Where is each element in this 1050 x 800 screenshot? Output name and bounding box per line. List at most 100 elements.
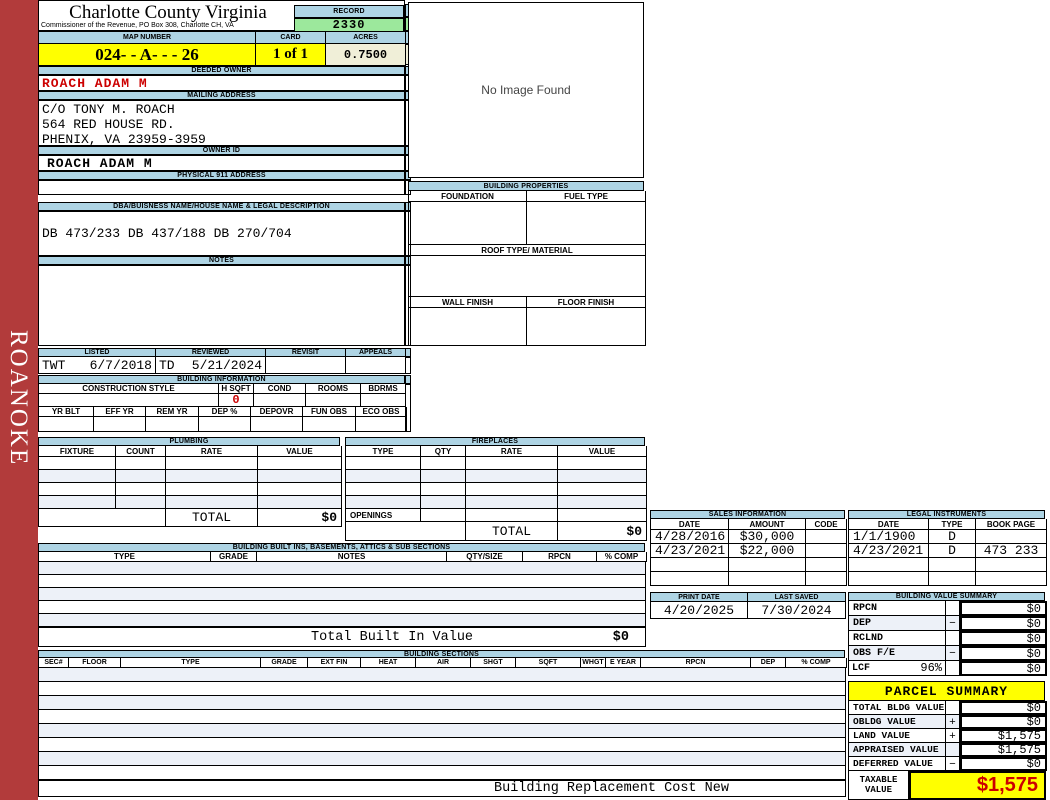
county-header-box: Charlotte County Virginia Commissioner o… xyxy=(38,0,405,32)
bvs-row-value: $0 xyxy=(960,616,1047,631)
bdrms-value xyxy=(361,394,406,407)
taxable-value-row: TAXABLE VALUE $1,575 xyxy=(848,771,1046,800)
deeded-owner-label: DEEDED OWNER xyxy=(38,66,405,75)
appeals-value xyxy=(346,357,406,374)
parcel-row: LAND VALUE + $1,575 xyxy=(848,729,1047,743)
parcel-row-name: LAND VALUE xyxy=(849,729,946,743)
parcel-row-op: + xyxy=(946,715,960,729)
print-header-row: PRINT DATE LAST SAVED xyxy=(650,592,846,602)
built-ins-total-row: Total Built In Value $0 xyxy=(38,627,646,647)
property-photo-placeholder: No Image Found xyxy=(408,2,644,178)
sales-col-code: CODE xyxy=(806,519,847,530)
bvs-row-value: $0 xyxy=(960,631,1047,646)
parcel-row-op: + xyxy=(946,729,960,743)
wall-finish-value xyxy=(409,308,527,346)
print-date-value: 4/20/2025 xyxy=(651,602,748,619)
building-sections-row xyxy=(38,710,846,724)
fireplaces-col-type: TYPE xyxy=(346,446,421,457)
eff-yr-label: EFF YR xyxy=(94,407,146,417)
bvs-lcf-pct: 96% xyxy=(920,661,942,675)
bsec-col-shgt: SHGT xyxy=(471,658,516,668)
bsec-col-floor: FLOOR xyxy=(69,658,121,668)
plumbing-label: PLUMBING xyxy=(38,437,340,446)
parcel-row-op: − xyxy=(946,757,960,771)
built-ins-row xyxy=(38,588,646,601)
legal-date: 1/1/1900 xyxy=(849,530,929,544)
legal-row xyxy=(848,572,1047,586)
dba-value: DB 473/233 DB 437/188 DB 270/704 xyxy=(42,226,292,241)
parcel-row-op xyxy=(946,743,960,757)
legal-book-page: 473 233 xyxy=(976,544,1047,558)
built-ins-col-grade: GRADE xyxy=(211,552,257,562)
cond-value xyxy=(254,394,306,407)
legal-date: 4/23/2021 xyxy=(849,544,929,558)
building-sections-row xyxy=(38,752,846,766)
legal-col-book-page: BOOK PAGE xyxy=(976,519,1047,530)
card-value: 1 of 1 xyxy=(256,44,326,66)
parcel-row: APPRAISED VALUE $1,575 xyxy=(848,743,1047,757)
parcel-summary-header: PARCEL SUMMARY xyxy=(848,681,1045,701)
building-value-summary-label: BUILDING VALUE SUMMARY xyxy=(848,592,1045,601)
h-sqft-label: H SQFT xyxy=(219,384,254,394)
building-info-header-row-2: YR BLT EFF YR REM YR DEP % DEPOVR FUN OB… xyxy=(38,407,407,417)
built-ins-row xyxy=(38,601,646,614)
mailing-address-label: MAILING ADDRESS xyxy=(38,91,405,100)
legal-col-date: DATE xyxy=(849,519,929,530)
building-sections-label: BUILDING SECTIONS xyxy=(38,650,845,658)
building-properties-labels-2: WALL FINISH FLOOR FINISH xyxy=(408,297,646,308)
sidebar-locality-label: ROANOKE xyxy=(5,330,32,467)
built-ins-label: BUILDING BUILT INS, BASEMENTS, ATTICS & … xyxy=(38,543,645,552)
fireplaces-label: FIREPLACES xyxy=(345,437,645,446)
fireplaces-col-qty: QTY xyxy=(421,446,466,457)
legal-instruments-label: LEGAL INSTRUMENTS xyxy=(848,510,1045,519)
acres-label: ACRES xyxy=(326,32,406,44)
fuel-type-value xyxy=(527,202,646,245)
openings-label: OPENINGS xyxy=(346,509,421,522)
taxable-value-label: TAXABLE VALUE xyxy=(849,771,909,800)
building-sections-header-row: SEC# FLOOR TYPE GRADE EXT FIN HEAT AIR S… xyxy=(38,658,847,668)
rooms-label: ROOMS xyxy=(306,384,361,394)
building-sections-row xyxy=(38,668,846,682)
no-image-found-text: No Image Found xyxy=(481,83,571,97)
sales-row xyxy=(650,558,847,572)
parcel-row: TOTAL BLDG VALUE $0 xyxy=(848,701,1047,715)
notes-box xyxy=(38,265,405,346)
fireplaces-row xyxy=(345,483,647,496)
built-ins-row xyxy=(38,562,646,575)
sales-col-date: DATE xyxy=(651,519,729,530)
map-number-label: MAP NUMBER xyxy=(39,32,256,44)
building-sections-row xyxy=(38,738,846,752)
fuel-type-label: FUEL TYPE xyxy=(527,191,646,202)
commissioner-line: Commissioner of the Revenue, PO Box 308,… xyxy=(41,22,234,29)
roof-type-label: ROOF TYPE/ MATERIAL xyxy=(409,245,646,256)
bvs-row: OBS F/E − $0 xyxy=(848,646,1047,661)
floor-finish-value xyxy=(527,308,646,346)
building-info-value-row-1: 0 xyxy=(38,394,406,407)
bsec-col-rpcn: RPCN xyxy=(641,658,751,668)
fun-obs-label: FUN OBS xyxy=(303,407,356,417)
fireplaces-total-row: TOTAL $0 xyxy=(345,522,647,541)
roof-label-row: ROOF TYPE/ MATERIAL xyxy=(408,245,646,256)
parcel-row-name: TOTAL BLDG VALUE xyxy=(849,701,946,715)
plumbing-row xyxy=(38,470,342,483)
sales-row xyxy=(650,572,847,586)
last-saved-value: 7/30/2024 xyxy=(748,602,846,619)
sale-amount: $30,000 xyxy=(729,530,806,544)
plumbing-total-row: TOTAL $0 xyxy=(38,509,342,527)
legal-type: D xyxy=(929,544,976,558)
parcel-row: OBLDG VALUE + $0 xyxy=(848,715,1047,729)
legal-row: 4/23/2021 D 473 233 xyxy=(848,544,1047,558)
building-info-value-row-2 xyxy=(38,417,407,432)
notes-label: NOTES xyxy=(38,256,405,265)
sale-code xyxy=(806,544,847,558)
fireplaces-total-value: $0 xyxy=(558,522,647,541)
fireplaces-row xyxy=(345,457,647,470)
map-number-value: 024- - A- - - 26 xyxy=(39,44,256,66)
building-properties-labels-1: FOUNDATION FUEL TYPE xyxy=(408,191,646,202)
revisit-value xyxy=(266,357,346,374)
map-value-row: 024- - A- - - 26 1 of 1 0.7500 xyxy=(38,44,406,66)
legal-type: D xyxy=(929,530,976,544)
plumbing-col-rate: RATE xyxy=(166,446,258,457)
depovr-label: DEPOVR xyxy=(251,407,303,417)
bsec-col-ext-fin: EXT FIN xyxy=(308,658,361,668)
